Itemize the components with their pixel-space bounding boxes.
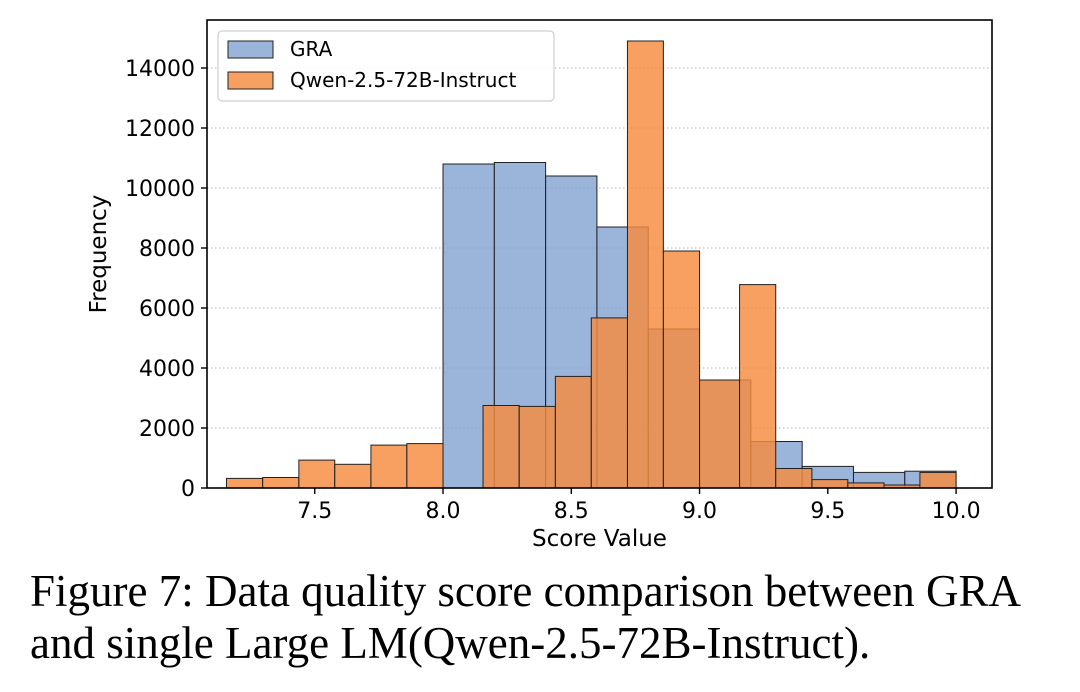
qwen-bar <box>334 463 372 489</box>
qwen-bar <box>518 405 556 489</box>
y-tick-label: 10000 <box>125 177 195 202</box>
histogram-chart: 7.5 8.0 8.5 9.0 9.5 10.0 0 2000 4000 6000 8000 1000… <box>86 19 993 552</box>
axes: 7.5 8.0 8.5 9.0 9.5 10.0 0 2000 4000 6000 8000 1000… <box>125 19 993 524</box>
qwen-bar <box>662 250 701 489</box>
legend-box <box>217 30 555 102</box>
chart-container: 7.5 8.0 8.5 9.0 9.5 10.0 0 2000 4000 6000 8000 1000… <box>86 19 993 552</box>
qwen-bar <box>811 479 849 489</box>
y-tick-label: 4000 <box>139 357 195 382</box>
qwen-bar <box>406 443 444 489</box>
legend-label: GRA <box>290 37 333 61</box>
x-tick-label: 7.5 <box>297 499 332 524</box>
qwen-bar <box>775 468 813 489</box>
y-tick-label: 14000 <box>125 57 195 82</box>
bars <box>225 40 957 489</box>
y-tick-label: 12000 <box>125 117 195 142</box>
x-tick-label: 8.5 <box>554 499 589 524</box>
y-tick-label: 8000 <box>139 237 195 262</box>
caption-line-2: and single Large LM(Qwen-2.5-72B-Instruc… <box>30 618 871 668</box>
qwen-bar <box>739 284 777 489</box>
qwen-bar <box>919 471 957 489</box>
caption-line-1: Figure 7: Data quality score comparison … <box>30 566 1021 616</box>
qwen-bar <box>482 405 520 489</box>
qwen-bar <box>225 477 264 489</box>
x-tick-label: 8.0 <box>426 499 461 524</box>
y-tick-label: 0 <box>181 477 195 502</box>
figure-caption: Figure 7: Data quality score comparison … <box>30 565 1070 669</box>
x-tick-label: 9.0 <box>682 499 717 524</box>
plot-frame <box>206 19 993 489</box>
qwen-bar <box>370 444 408 489</box>
x-tick-label: 10.0 <box>932 499 981 524</box>
qwen-bar <box>554 375 592 489</box>
qwen-bar <box>590 317 628 489</box>
qwen-bar <box>699 379 741 489</box>
legend: GRA Qwen-2.5-72B-Instruct <box>217 30 555 102</box>
legend-label: Qwen-2.5-72B-Instruct <box>290 68 516 92</box>
x-tick-label: 9.5 <box>810 499 845 524</box>
y-tick-label: 6000 <box>139 297 195 322</box>
qwen-bar <box>298 459 336 489</box>
y-axis-title: Frequency <box>86 195 112 314</box>
qwen-bar <box>626 40 664 489</box>
qwen-bar <box>262 477 300 489</box>
y-tick-label: 2000 <box>139 417 195 442</box>
legend-swatch <box>227 71 274 90</box>
x-axis-title: Score Value <box>532 526 667 552</box>
legend-swatch <box>227 40 274 59</box>
